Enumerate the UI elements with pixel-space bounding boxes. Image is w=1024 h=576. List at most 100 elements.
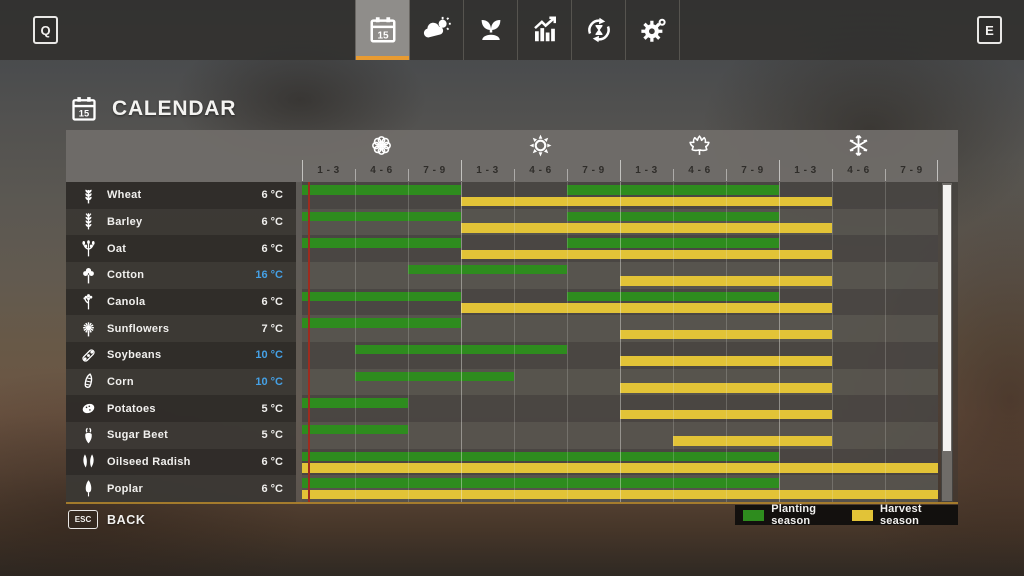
crop-label: Potatoes 5 °C xyxy=(66,395,296,422)
tab-statistics[interactable] xyxy=(518,0,572,60)
scrollbar[interactable] xyxy=(941,182,953,502)
prev-tab-keycap-q[interactable]: Q xyxy=(33,16,58,44)
key-e-label: E xyxy=(985,22,994,38)
scrollbar-thumb[interactable] xyxy=(943,185,951,451)
crop-min-temperature: 16 °C xyxy=(255,269,283,282)
back-button[interactable]: ESC BACK xyxy=(68,510,146,529)
month-range: 4 - 6 xyxy=(355,160,408,182)
crop-min-temperature: 10 °C xyxy=(255,375,283,388)
label-chart-gap xyxy=(296,448,302,476)
calendar-icon: 15 xyxy=(70,95,98,123)
canola-icon xyxy=(75,292,101,311)
planting-bar xyxy=(302,398,408,408)
crop-calendar-strip xyxy=(302,368,938,396)
harvest-season-swatch xyxy=(851,509,873,521)
svg-text:15: 15 xyxy=(377,30,389,41)
planting-bar xyxy=(302,318,461,328)
crop-row-barley: Barley 6 °C xyxy=(66,208,938,236)
crop-row-potatoes: Potatoes 5 °C xyxy=(66,395,938,422)
tab-calendar[interactable]: 15 xyxy=(355,0,410,60)
planting-bar xyxy=(567,185,779,195)
top-menu-bar: Q 15 E xyxy=(0,0,1024,60)
crop-row-oat: Oat 6 °C xyxy=(66,235,938,262)
weather-icon xyxy=(422,15,452,45)
crop-label: Oat 6 °C xyxy=(66,235,296,262)
tab-crops[interactable] xyxy=(464,0,518,60)
next-tab-keycap-e[interactable]: E xyxy=(977,16,1002,44)
crop-name: Oilseed Radish xyxy=(107,455,191,468)
crop-calendar-strip xyxy=(302,182,938,209)
planting-bar xyxy=(408,264,567,275)
oat-icon xyxy=(75,239,101,258)
harvest-bar xyxy=(302,463,938,473)
crop-name: Wheat xyxy=(107,189,142,202)
chart-icon xyxy=(530,15,560,45)
planting-bar xyxy=(302,424,408,435)
planting-bar xyxy=(567,238,779,248)
crop-label: Sugar Beet 5 °C xyxy=(66,421,296,449)
crop-min-temperature: 6 °C xyxy=(261,189,283,202)
crop-name: Barley xyxy=(107,215,143,228)
label-chart-gap xyxy=(296,341,302,369)
menu-tabs: 15 xyxy=(355,0,680,60)
crop-row-oilseed-radish: Oilseed Radish 6 °C xyxy=(66,448,938,476)
crop-label: Corn 10 °C xyxy=(66,368,296,396)
crop-min-temperature: 6 °C xyxy=(261,215,283,228)
harvest-bar xyxy=(672,436,832,446)
potato-icon xyxy=(75,399,101,418)
month-range: 7 - 9 xyxy=(726,160,779,182)
planting-bar xyxy=(302,211,461,222)
crop-name: Canola xyxy=(107,295,146,308)
month-range: 7 - 9 xyxy=(408,160,461,182)
label-chart-gap xyxy=(296,421,302,449)
sun-icon xyxy=(461,130,620,160)
crop-min-temperature: 10 °C xyxy=(255,349,283,362)
crop-min-temperature: 5 °C xyxy=(261,402,283,415)
crop-row-wheat: Wheat 6 °C xyxy=(66,182,938,209)
planting-season-swatch xyxy=(743,509,765,521)
crop-min-temperature: 6 °C xyxy=(261,455,283,468)
corn-icon xyxy=(75,372,101,391)
esc-keycap: ESC xyxy=(68,510,98,529)
crop-name: Sunflowers xyxy=(107,322,170,335)
label-chart-gap xyxy=(296,288,302,316)
label-chart-gap xyxy=(296,235,302,262)
page-title: 15 CALENDAR xyxy=(70,95,236,123)
label-chart-gap xyxy=(296,368,302,396)
crop-label: Oilseed Radish 6 °C xyxy=(66,448,296,476)
planting-bar xyxy=(302,238,461,248)
harvest-season-label: Harvest season xyxy=(879,503,922,527)
poplar-icon xyxy=(75,479,101,498)
crop-calendar-strip xyxy=(302,288,938,316)
crop-calendar-strip xyxy=(302,395,938,422)
harvest-bar xyxy=(620,356,832,366)
crop-row-sunflowers: Sunflowers 7 °C xyxy=(66,315,938,342)
tab-weather[interactable] xyxy=(410,0,464,60)
month-range: 7 - 9 xyxy=(567,160,620,182)
crop-row-soybeans: Soybeans 10 °C xyxy=(66,341,938,369)
wheat-icon xyxy=(75,186,101,205)
planting-bar xyxy=(302,451,779,462)
harvest-bar xyxy=(461,223,832,233)
crop-row-poplar: Poplar 6 °C xyxy=(66,475,938,502)
tab-settings[interactable] xyxy=(626,0,680,60)
crop-calendar-strip xyxy=(302,341,938,369)
harvest-bar xyxy=(461,249,832,260)
crop-rows: Wheat 6 °C Barley 6 °C Oat 6 °C Cotton 1… xyxy=(66,182,938,502)
crop-min-temperature: 6 °C xyxy=(261,482,283,495)
key-q-label: Q xyxy=(40,22,51,38)
sunflower-icon xyxy=(75,319,101,338)
crop-name: Potatoes xyxy=(107,402,156,415)
tab-economy[interactable] xyxy=(572,0,626,60)
crop-label: Cotton 16 °C xyxy=(66,261,296,289)
label-chart-gap xyxy=(296,315,302,342)
crop-row-sugar-beet: Sugar Beet 5 °C xyxy=(66,421,938,449)
snowflake-icon xyxy=(779,130,938,160)
